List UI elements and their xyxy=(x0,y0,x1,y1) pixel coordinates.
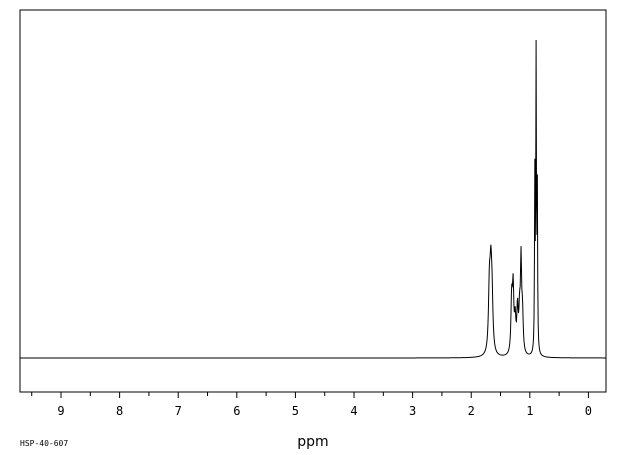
spectrum-code: HSP-40-607 xyxy=(20,439,68,448)
tick-label: 6 xyxy=(233,404,240,418)
plot-frame xyxy=(19,9,607,393)
tick-label: 5 xyxy=(292,404,299,418)
tick-label: 0 xyxy=(585,404,592,418)
x-axis-ticks: 9 8 7 6 5 4 3 2 1 0 xyxy=(31,392,592,418)
tick-label: 2 xyxy=(468,404,475,418)
x-axis-label: ppm xyxy=(297,434,328,450)
tick-label: 1 xyxy=(526,404,533,418)
tick-label: 3 xyxy=(409,404,416,418)
tick-label: 7 xyxy=(175,404,182,418)
spectrum-trace xyxy=(20,39,606,359)
tick-label: 4 xyxy=(350,404,357,418)
tick-label: 8 xyxy=(116,404,123,418)
tick-label: 9 xyxy=(57,404,64,418)
